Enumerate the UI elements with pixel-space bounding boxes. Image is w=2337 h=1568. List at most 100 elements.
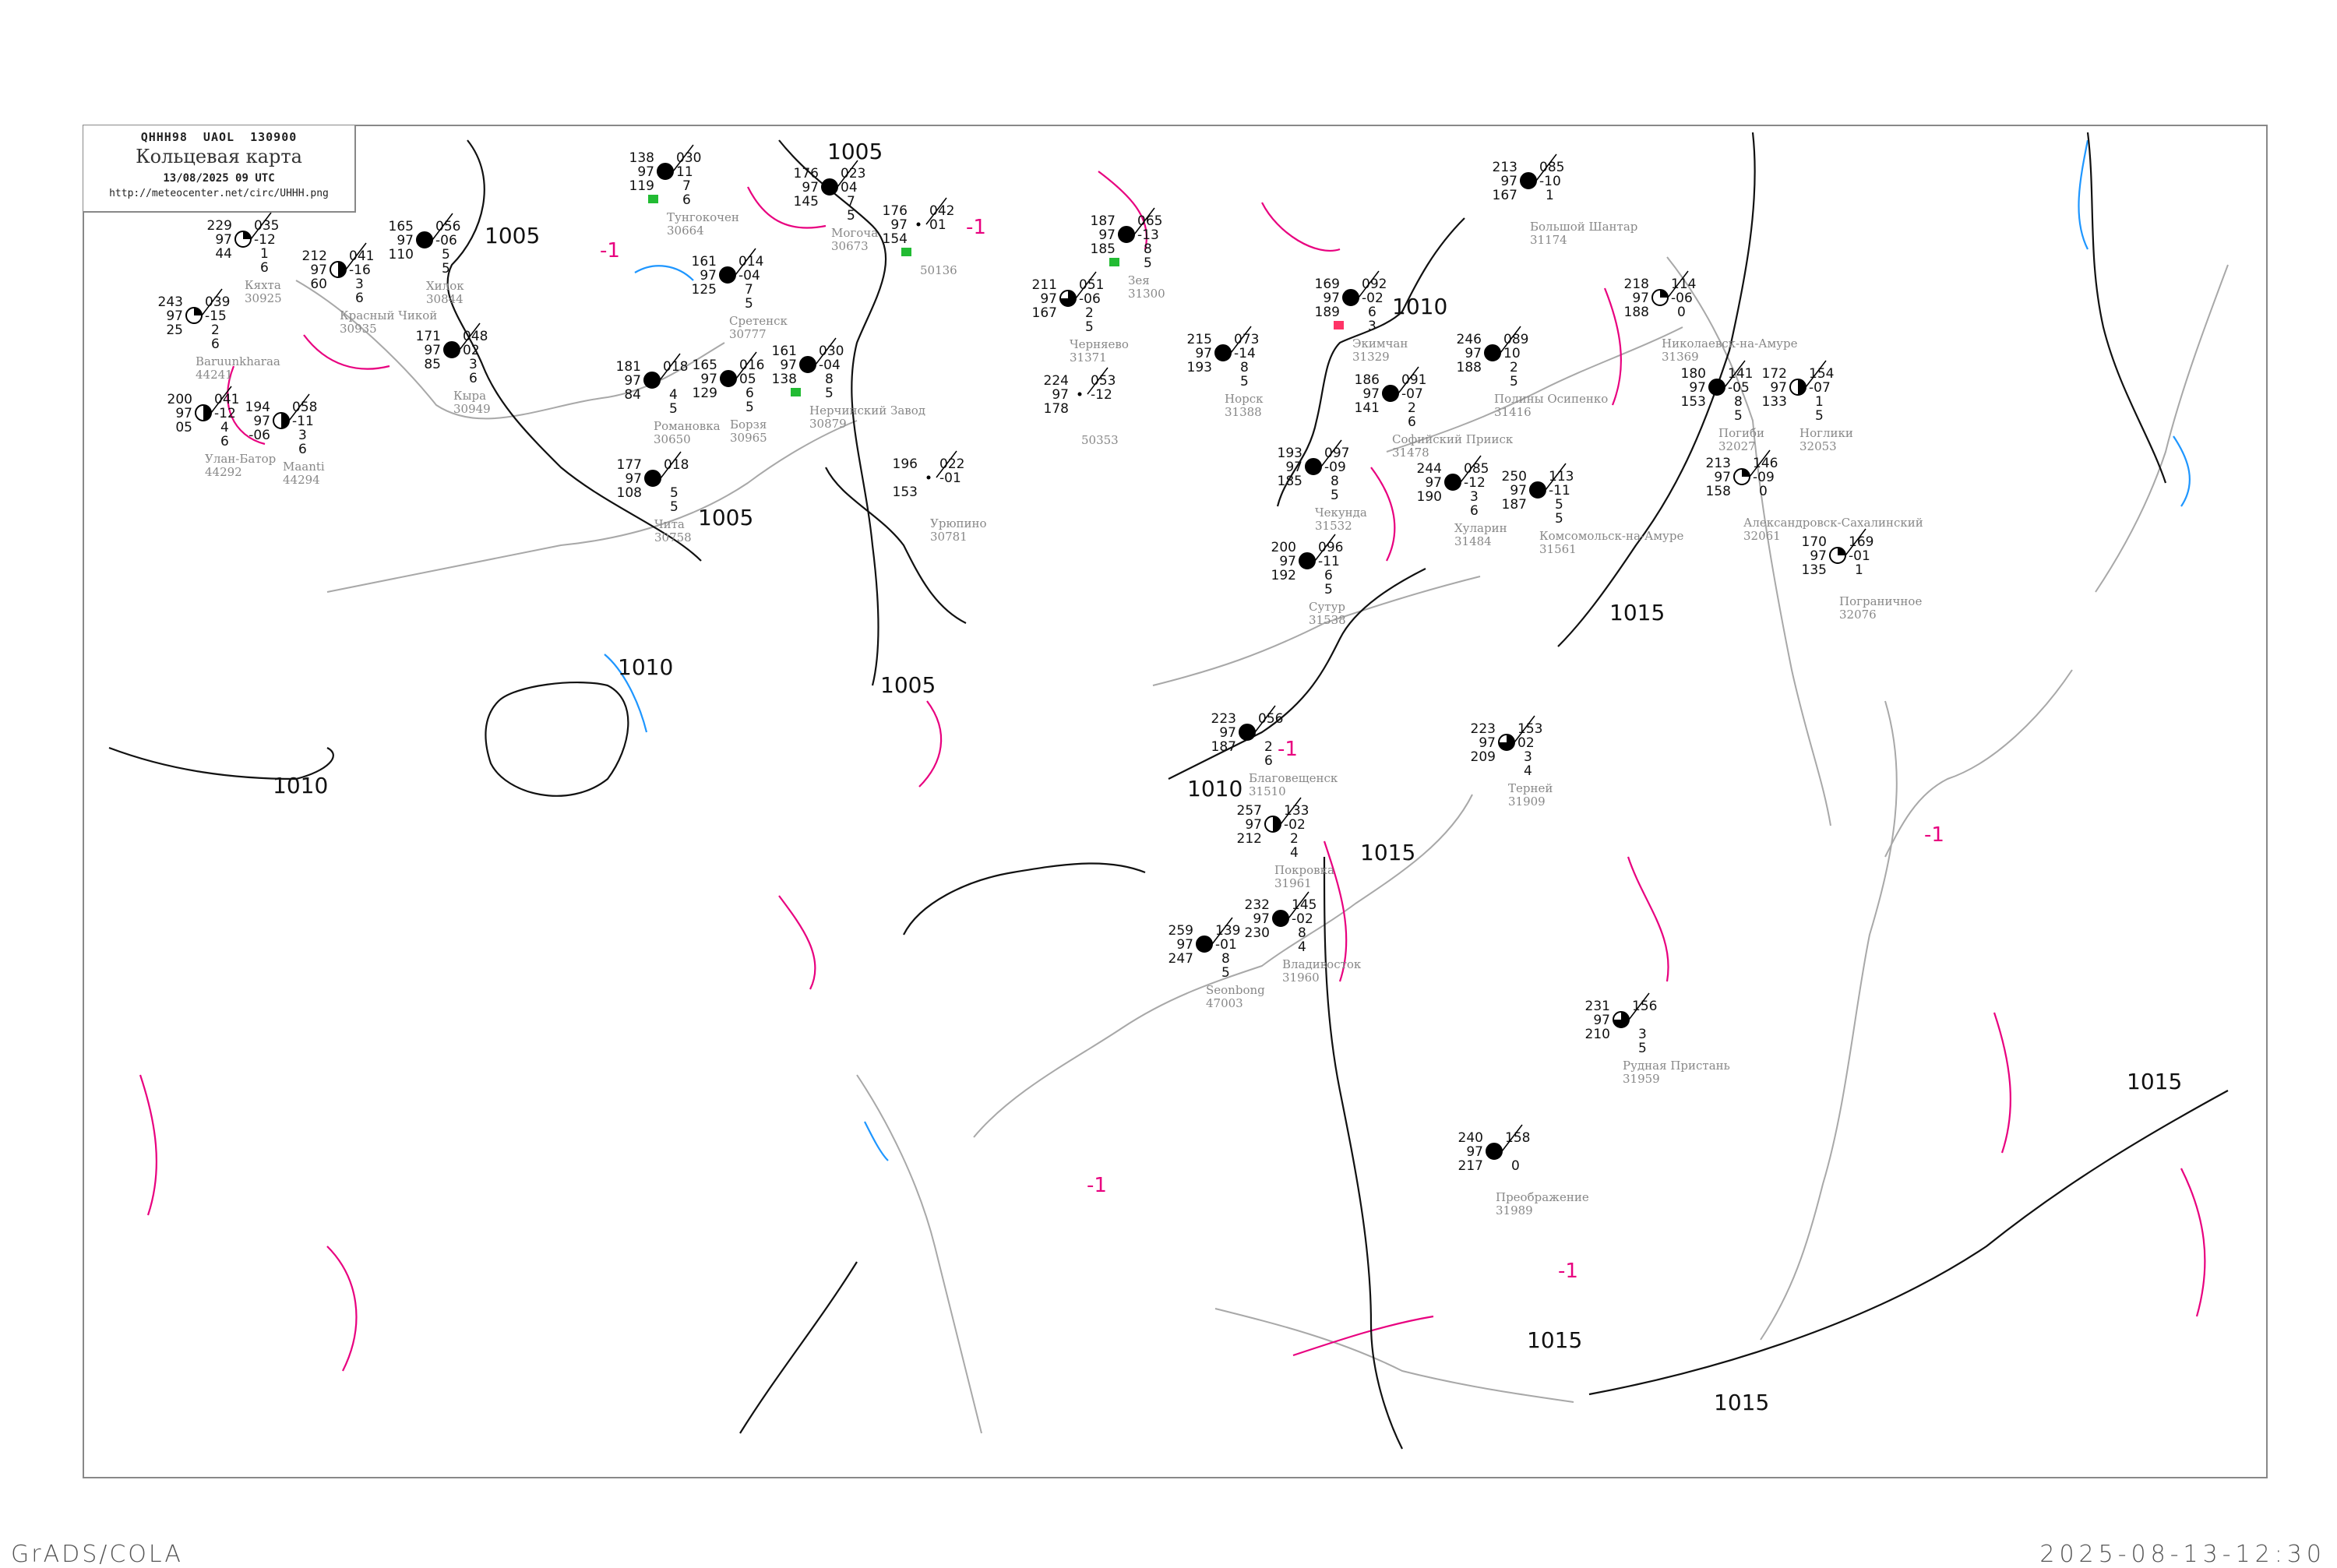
station-left-value: 167 [1032, 305, 1057, 321]
station-left-value: 97 [1245, 817, 1262, 833]
generation-timestamp: 2025-08-13-12:30 [2039, 1541, 2326, 1568]
station-right-value: 8 [1734, 394, 1743, 410]
station-left-value: 180 [1681, 366, 1706, 382]
cloud-fill [1343, 290, 1359, 305]
cloud-fill [203, 405, 211, 421]
station-left-value: 200 [1271, 540, 1296, 555]
station-right-value: 7 [682, 178, 691, 194]
station-id: 50136 [920, 263, 957, 277]
station-name: Красный Чикой [340, 308, 437, 322]
station-name: Могоча [831, 226, 878, 240]
cloud-fill [417, 232, 432, 248]
station-id: 31300 [1128, 287, 1165, 301]
station-right-value: 5 [745, 296, 753, 312]
wind-barb-icon [672, 144, 694, 172]
station-right-value: -12 [254, 232, 276, 248]
station-right-value: 6 [1368, 305, 1376, 320]
station-right-value: 065 [1137, 213, 1162, 229]
station-left-value: 192 [1271, 568, 1296, 583]
station-right-value: 8 [1144, 241, 1152, 257]
station-right-value: -04 [738, 268, 760, 284]
map-title: Кольцевая карта [136, 146, 302, 167]
station-name: Чита [654, 517, 685, 531]
station-id: 31538 [1309, 613, 1346, 627]
wind-barb-icon [1087, 367, 1109, 395]
station-left-value: 97 [700, 268, 717, 284]
cloud-fill [1273, 816, 1281, 832]
wind-barb-icon [1358, 270, 1380, 298]
station-right-value: 6 [1324, 568, 1333, 583]
cloud-fill [1485, 345, 1500, 361]
station-left-value: 217 [1458, 1158, 1483, 1174]
station-dot-icon [926, 475, 931, 480]
station-right-value: -01 [1849, 548, 1870, 564]
station-right-value: 05 [739, 372, 756, 387]
station-id: 31561 [1539, 542, 1577, 556]
station-name: Ноглики [1799, 426, 1853, 440]
station-right-value: 5 [847, 208, 855, 224]
station-left-value: 97 [624, 373, 641, 389]
station-plot[interactable]: 25097187113-1155Комсомольск-на-Амуре3156… [1502, 463, 1684, 556]
station-left-value: 185 [1091, 241, 1116, 257]
station-left-value: 97 [637, 164, 654, 180]
station-right-value: -06 [1079, 291, 1101, 307]
station-left-value: 97 [1253, 911, 1270, 927]
tendency-label: -1 [600, 239, 620, 263]
station-right-value: 169 [1849, 534, 1873, 550]
wind-barb-icon [288, 393, 310, 421]
station-name: Александровск-Сахалинский [1743, 516, 1923, 530]
station-left-value: 158 [1706, 484, 1731, 499]
cloud-fill [1838, 548, 1845, 555]
station-name: Рудная Пристань [1623, 1059, 1730, 1073]
station-left-value: 108 [617, 485, 642, 501]
isobar-label-group: 1010 [1187, 776, 1243, 802]
station-right-value: -05 [1728, 380, 1750, 396]
isobar-label-group: 1005 [485, 223, 540, 248]
station-right-value: 3 [1470, 489, 1479, 505]
station-id: 44294 [283, 473, 320, 487]
station-left-value: 145 [794, 194, 819, 210]
station-right-value: 141 [1728, 366, 1753, 382]
cloud-fill [1273, 911, 1288, 926]
